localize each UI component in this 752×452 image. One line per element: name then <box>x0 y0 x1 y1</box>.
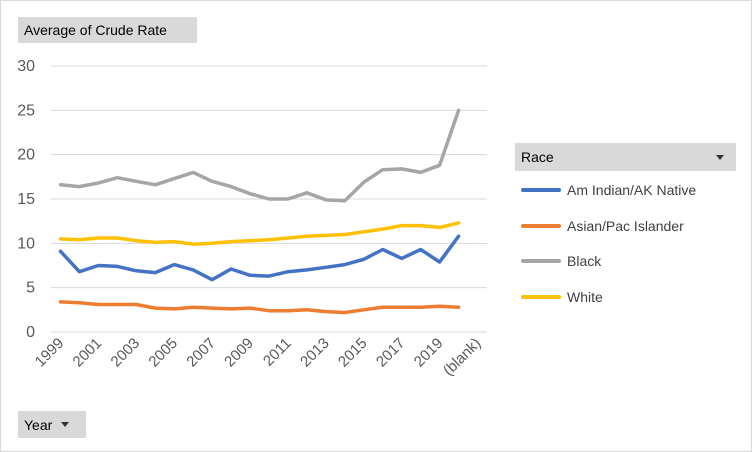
y-tick-label: 5 <box>26 280 35 297</box>
value-field-button[interactable]: Average of Crude Rate <box>18 17 197 43</box>
x-tick-label: 2017 <box>373 335 409 371</box>
race-field-button[interactable]: Race <box>515 143 736 171</box>
legend-item[interactable]: Am Indian/AK Native <box>521 179 696 201</box>
legend-label: Black <box>567 253 602 269</box>
y-tick-label: 10 <box>17 235 35 252</box>
value-field-label: Average of Crude Rate <box>24 22 167 38</box>
x-tick-label: 2011 <box>260 335 295 370</box>
chevron-down-icon <box>61 422 70 427</box>
chevron-down-icon <box>716 154 724 160</box>
legend-swatch <box>521 188 561 192</box>
series-line <box>58 108 461 203</box>
legend-swatch <box>521 294 561 299</box>
x-tick-label: 2005 <box>145 335 181 371</box>
x-tick-label: 2013 <box>297 335 333 371</box>
x-tick-label: 2001 <box>70 335 106 371</box>
legend-item[interactable]: Asian/Pac Islander <box>521 215 684 237</box>
legend-label: Asian/Pac Islander <box>567 217 684 234</box>
series-line <box>58 300 461 315</box>
series-line <box>58 234 461 282</box>
x-tick-label: 2007 <box>183 335 219 371</box>
x-tick-label: 1999 <box>32 335 68 371</box>
race-field-label: Race <box>521 149 554 165</box>
legend-item[interactable]: White <box>521 286 603 308</box>
y-tick-label: 30 <box>17 58 35 75</box>
y-tick-label: 15 <box>17 191 35 208</box>
y-tick-label: 20 <box>17 147 35 164</box>
x-tick-label: 2003 <box>108 335 144 371</box>
x-tick-label: 2009 <box>221 335 257 371</box>
series-line <box>58 221 461 246</box>
y-tick-label: 25 <box>17 102 35 119</box>
y-tick-label: 0 <box>26 324 35 341</box>
x-tick-label: 2015 <box>335 335 371 371</box>
year-field-label: Year <box>24 416 53 433</box>
year-field-button[interactable]: Year <box>18 411 86 438</box>
legend-label: Am Indian/AK Native <box>567 182 697 198</box>
legend-item[interactable]: Black <box>521 250 601 272</box>
x-tick-label: (blank) <box>440 335 484 379</box>
legend-swatch <box>521 223 561 228</box>
legend-swatch <box>521 259 561 263</box>
legend-label: White <box>567 288 603 305</box>
